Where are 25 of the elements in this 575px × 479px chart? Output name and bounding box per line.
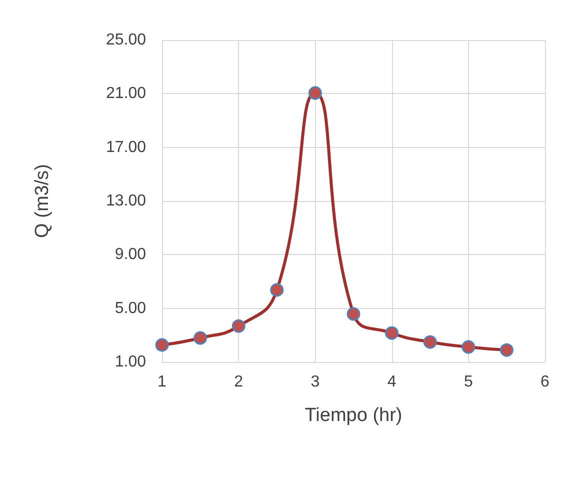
y-tick-label: 25.00 bbox=[106, 32, 146, 48]
x-tick-label: 5 bbox=[464, 374, 473, 390]
x-axis-title: Tiempo (hr) bbox=[304, 405, 402, 426]
x-tick-label: 1 bbox=[158, 374, 167, 390]
point bbox=[270, 283, 284, 297]
y-tick-label: 17.00 bbox=[106, 138, 146, 156]
y-tick-label: 13.00 bbox=[106, 192, 146, 210]
point bbox=[194, 331, 208, 345]
y-tick-label: 21.00 bbox=[106, 85, 146, 102]
point bbox=[385, 326, 399, 340]
x-tick-label: 6 bbox=[540, 374, 550, 390]
point bbox=[462, 340, 476, 354]
point bbox=[155, 338, 169, 352]
point bbox=[232, 319, 246, 333]
x-tick-label: 3 bbox=[310, 374, 320, 390]
y-axis-title: Q (m3/s) bbox=[32, 164, 53, 238]
point bbox=[346, 307, 360, 321]
x-tick-label: 4 bbox=[387, 374, 396, 390]
y-tick-label: 5.00 bbox=[114, 300, 146, 317]
point bbox=[423, 335, 437, 349]
x-tick-label: 2 bbox=[234, 374, 244, 390]
y-tick-label: 9.00 bbox=[114, 246, 146, 264]
y-tick-label: 1.00 bbox=[114, 354, 146, 370]
point bbox=[500, 343, 514, 357]
point bbox=[308, 86, 322, 100]
